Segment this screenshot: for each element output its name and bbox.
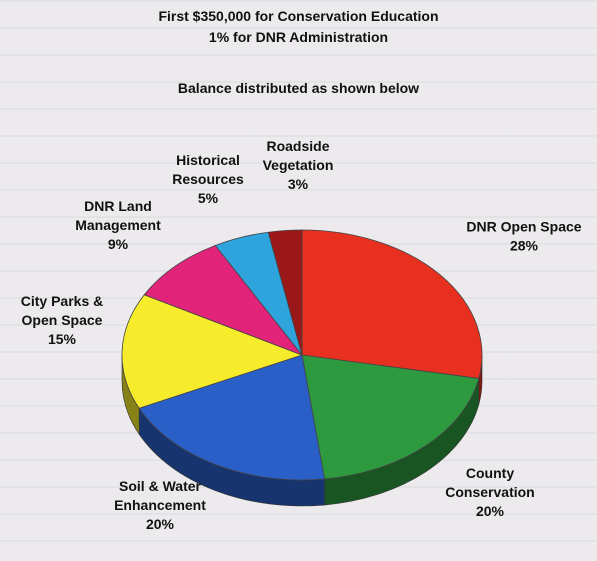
pie-slice-county-conservation xyxy=(301,354,480,480)
pie-label-roadside-vegetation: Roadside Vegetation 3% xyxy=(263,138,334,192)
header-line-3: Balance distributed as shown below xyxy=(177,80,420,96)
pie-slice-dnr-open-space xyxy=(301,229,483,379)
pie-label-historical-resources: Historical Resources 5% xyxy=(172,152,244,206)
pie-label-dnr-land-management: DNR Land Management 9% xyxy=(75,198,161,252)
pie-label-dnr-open-space: DNR Open Space 28% xyxy=(466,219,581,254)
pie-label-county-conservation: County Conservation 20% xyxy=(445,465,534,519)
header-line-1: First $350,000 for Conservation Educatio… xyxy=(158,8,439,24)
pie-slice-roadside-vegetation xyxy=(267,229,303,356)
pie-label-soil-water-enhancement: Soil & Water Enhancement 20% xyxy=(114,478,206,532)
pie-slice-soil-water-enhancement xyxy=(138,354,326,481)
pie-label-city-parks-open-space: City Parks & Open Space 15% xyxy=(21,293,103,347)
pie-slice-dnr-land-management xyxy=(143,244,304,356)
pie-slice-city-parks-open-space xyxy=(121,294,304,409)
pie-labels: DNR Open Space 28% County Conservation 20% So… xyxy=(21,138,582,532)
pie-slices xyxy=(121,229,483,481)
header-line-2: 1% for DNR Administration xyxy=(208,29,389,45)
